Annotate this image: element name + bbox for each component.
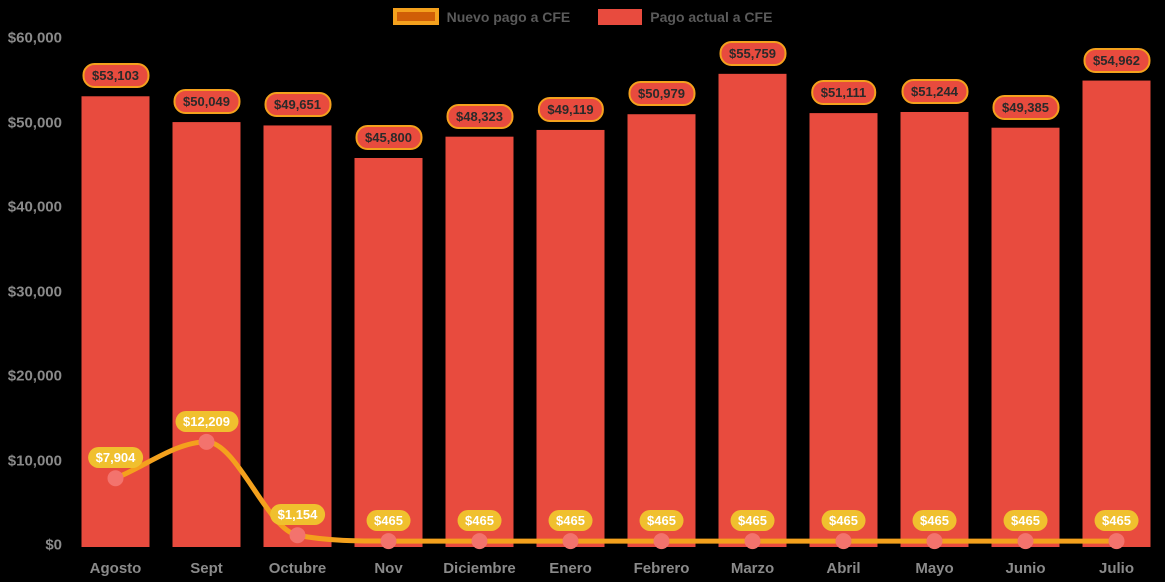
bar-octubre — [263, 125, 332, 548]
line-series-swatch-icon — [392, 8, 439, 25]
line-point-marzo — [744, 533, 761, 550]
line-point-mayo — [926, 533, 943, 550]
bar-sept — [172, 122, 241, 548]
bar-abril — [809, 113, 878, 547]
bar-series-swatch-icon — [598, 8, 643, 25]
bar-enero — [536, 129, 605, 547]
line-point-junio — [1017, 533, 1034, 550]
bar-nov — [354, 157, 423, 548]
legend-item-nuevo-pago[interactable]: Nuevo pago a CFE — [392, 8, 571, 25]
bar-junio — [991, 127, 1060, 547]
bar-marzo — [718, 73, 787, 547]
bar-julio — [1082, 80, 1151, 547]
legend-label-nuevo-pago: Nuevo pago a CFE — [446, 8, 571, 25]
bar-mayo — [900, 111, 969, 548]
line-point-diciembre — [471, 533, 488, 550]
line-point-abril — [835, 533, 852, 550]
line-point-febrero — [653, 533, 670, 550]
line-point-agosto — [107, 470, 124, 487]
legend-item-pago-actual[interactable]: Pago actual a CFE — [598, 8, 773, 25]
bar-diciembre — [445, 136, 514, 547]
line-point-octubre — [289, 527, 306, 544]
bar-febrero — [627, 114, 696, 547]
line-point-julio — [1108, 533, 1125, 550]
line-point-nov — [380, 533, 397, 550]
legend-label-pago-actual: Pago actual a CFE — [650, 8, 773, 25]
line-point-enero — [562, 533, 579, 550]
chart-legend: Nuevo pago a CFE Pago actual a CFE — [0, 8, 1165, 25]
line-point-sept — [198, 433, 215, 450]
